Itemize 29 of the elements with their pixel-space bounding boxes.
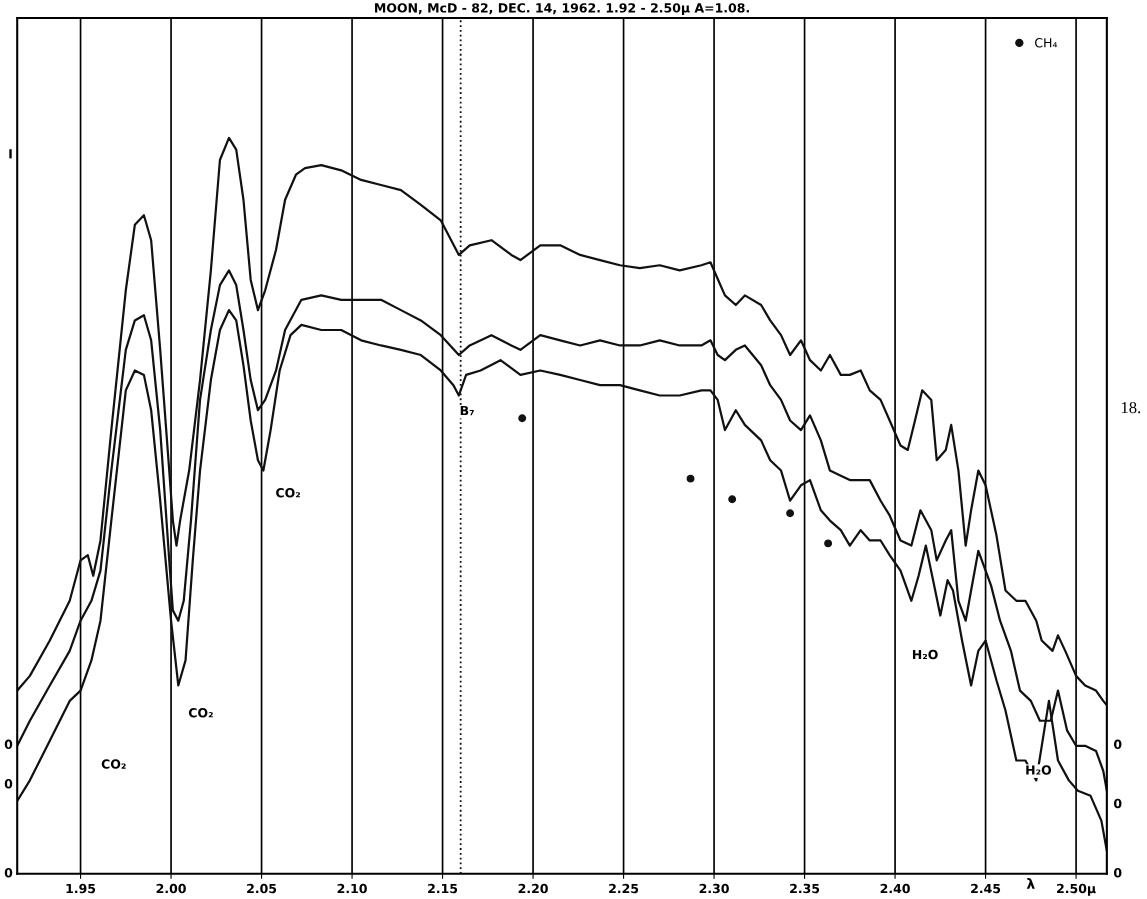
text: I <box>9 149 12 159</box>
annotation: CO₂ <box>188 707 213 718</box>
x-tick-label: 2.20 <box>518 883 548 894</box>
legend-label: CH₄ <box>1035 38 1058 48</box>
text: 18. <box>1121 401 1141 414</box>
x-axis-title: λ <box>1026 878 1035 889</box>
annotation: H₂O <box>912 649 938 660</box>
x-tick-label: 2.35 <box>790 883 820 894</box>
x-tick-label: 1.95 <box>66 883 96 894</box>
annotation: CO₂ <box>101 759 126 769</box>
x-tick-label: 2.40 <box>880 883 910 894</box>
x-tick-label: 2.25 <box>609 883 639 894</box>
chart-title: MOON, McD - 82, DEC. 14, 1962. 1.92 - 2.50μ A=1.08. <box>375 3 749 16</box>
x-tick-label: 2.15 <box>428 883 458 894</box>
x-tick-label: 2.00 <box>156 883 186 894</box>
text: 0 <box>4 739 13 750</box>
text: 0 <box>1113 868 1122 878</box>
x-tick-label: 2.10 <box>337 883 367 894</box>
annotation: B₇ <box>460 406 474 416</box>
annotation: CO₂ <box>276 488 301 498</box>
text: 0 <box>4 778 13 789</box>
text: 0 <box>1113 739 1122 750</box>
x-tick-label: 2.50μ <box>1057 883 1096 896</box>
text: 0 <box>1113 798 1122 809</box>
annotation: H₂O <box>1026 765 1052 775</box>
x-tick-label: 2.30 <box>699 883 729 894</box>
text: 0 <box>4 868 13 878</box>
x-tick-label: 2.05 <box>247 883 277 894</box>
x-tick-label: 2.45 <box>971 883 1001 894</box>
